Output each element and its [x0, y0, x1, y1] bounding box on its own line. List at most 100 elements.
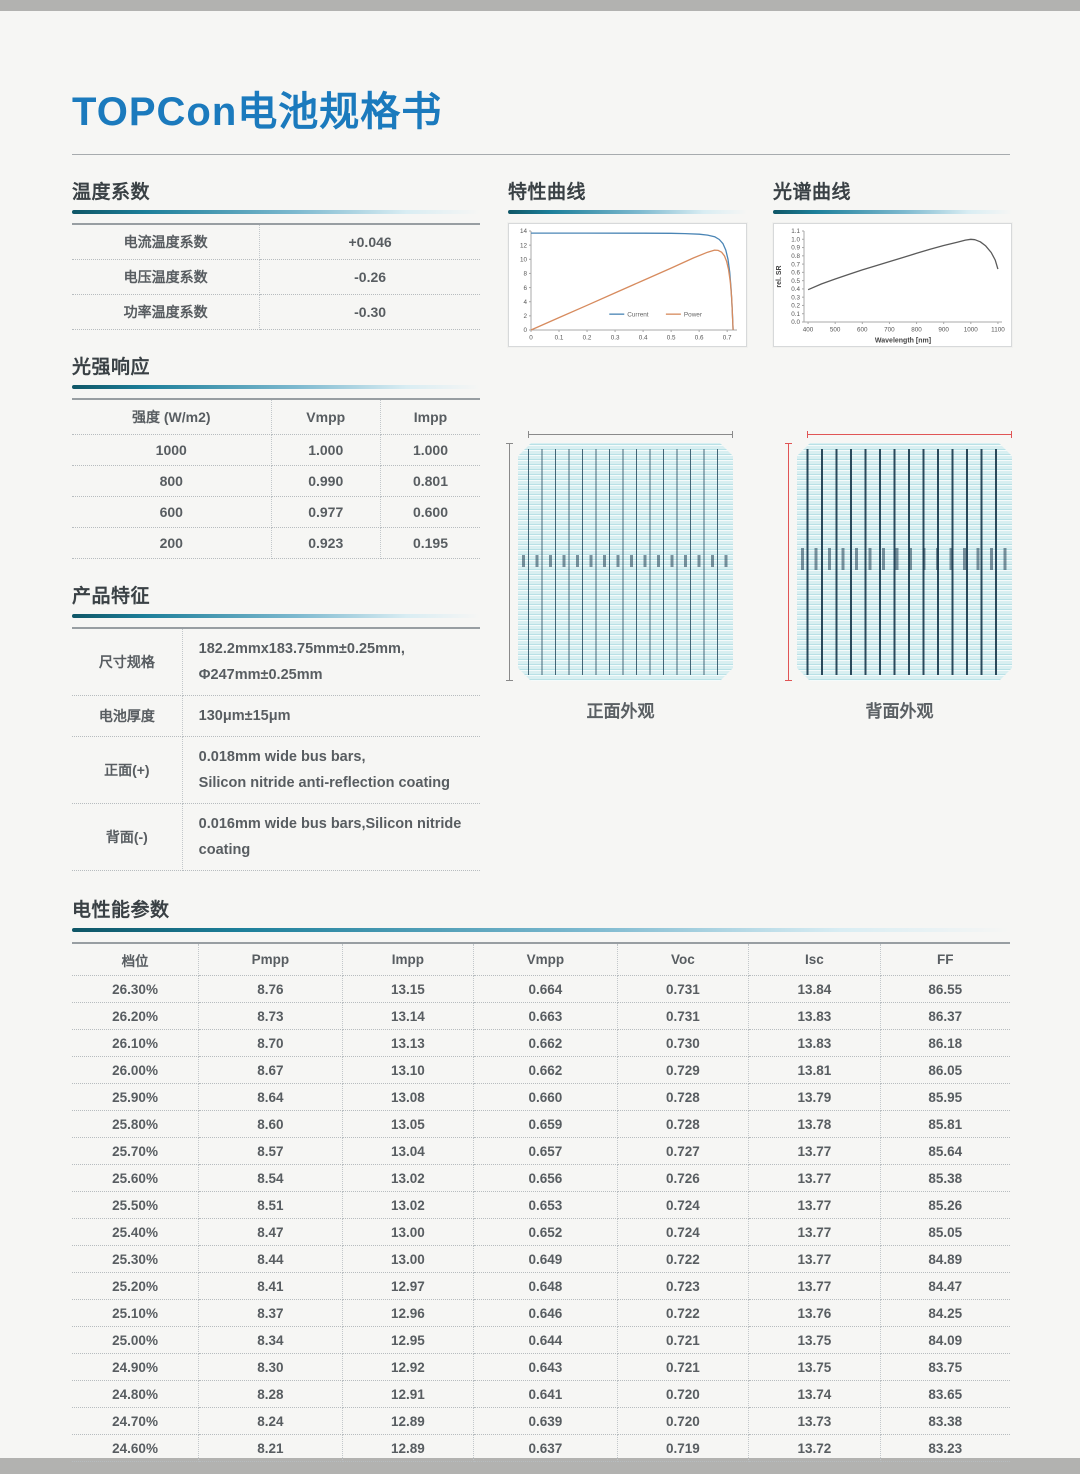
table-cell: 0.728 — [617, 1083, 750, 1111]
svg-text:0: 0 — [523, 327, 527, 334]
table-cell: 8.67 — [198, 1056, 343, 1084]
section-title-electrical: 电性能参数 — [72, 900, 170, 921]
back-cell-figure: 背面外观 — [785, 431, 1012, 722]
section-irradiance-response: 光强响应 强度 (W/m2) Vmpp Impp 1000 1.000 1.000 800… — [72, 352, 480, 559]
table-cell: 8.64 — [198, 1083, 343, 1111]
table-cell: 85.81 — [880, 1110, 1010, 1138]
svg-text:Wavelength [nm]: Wavelength [nm] — [875, 338, 931, 345]
dimension-line-left — [785, 443, 792, 681]
table-cell: 0.731 — [617, 1002, 750, 1030]
table-cell: 13.79 — [748, 1083, 881, 1111]
table-cell: 13.15 — [342, 975, 475, 1003]
pad-row — [801, 548, 1008, 570]
table-cell: 25.30% — [72, 1245, 200, 1273]
electrical-parameters-table: 档位 Pmpp Impp Vmpp Voc Isc FF 26.30% 8.76 13.15 0.… — [72, 942, 1010, 1462]
svg-text:8: 8 — [523, 271, 527, 278]
svg-text:0.3: 0.3 — [611, 335, 620, 342]
table-row: 1000 1.000 1.000 — [72, 434, 480, 466]
table-cell: 8.44 — [198, 1245, 343, 1273]
table-cell: 8.28 — [198, 1380, 343, 1408]
table-cell: 13.14 — [342, 1002, 475, 1030]
table-row: 25.10% 8.37 12.96 0.646 0.722 13.76 84.25 — [72, 1299, 1010, 1327]
table-cell: 85.05 — [880, 1218, 1010, 1246]
table-cell: 0.726 — [617, 1164, 750, 1192]
table-cell: 25.60% — [72, 1164, 200, 1192]
table-cell: 13.75 — [748, 1353, 881, 1381]
table-cell: 0.663 — [473, 1002, 618, 1030]
table-cell: 85.95 — [880, 1083, 1010, 1111]
irradiance-table: 强度 (W/m2) Vmpp Impp 1000 1.000 1.000 800 0.990… — [72, 398, 480, 559]
table-cell: 0.730 — [617, 1029, 750, 1057]
svg-text:0: 0 — [529, 335, 533, 342]
table-cell: 86.37 — [880, 1002, 1010, 1030]
table-row: 24.80% 8.28 12.91 0.641 0.720 13.74 83.65 — [72, 1380, 1010, 1408]
table-row: 600 0.977 0.600 — [72, 496, 480, 528]
table-cell: 25.40% — [72, 1218, 200, 1246]
svg-text:1000: 1000 — [964, 327, 979, 334]
table-cell: 0.195 — [380, 527, 480, 559]
table-cell: 24.90% — [72, 1353, 200, 1381]
table-cell: 0.723 — [617, 1272, 750, 1300]
table-cell: 0.656 — [473, 1164, 618, 1192]
front-cell-figure: 正面外观 — [506, 431, 733, 722]
table-row: 25.30% 8.44 13.00 0.649 0.722 13.77 84.89 — [72, 1245, 1010, 1273]
section-underline — [72, 928, 1010, 932]
table-cell: 0.639 — [473, 1407, 618, 1435]
table-cell: 0.016mm wide bus bars,Silicon nitride co… — [182, 803, 480, 871]
table-cell: 0.641 — [473, 1380, 618, 1408]
table-cell: 0.724 — [617, 1191, 750, 1219]
svg-text:0.1: 0.1 — [791, 311, 800, 318]
table-cell: 8.70 — [198, 1029, 343, 1057]
front-cell-drawing — [518, 443, 733, 681]
photo-edge-bottom — [0, 1458, 1080, 1474]
table-row: 25.20% 8.41 12.97 0.648 0.723 13.77 84.47 — [72, 1272, 1010, 1300]
column-header: Vmpp — [271, 399, 381, 435]
column-header: Pmpp — [198, 943, 343, 976]
table-cell: 13.02 — [342, 1191, 475, 1219]
table-row: 25.60% 8.54 13.02 0.656 0.726 13.77 85.38 — [72, 1164, 1010, 1192]
section-iv-curve: 特性曲线 0 2 4 6 8 10 12 14 0 0.1 0.2 0.3 0.4 0.5 0.6 0.7 Cu… — [508, 177, 747, 347]
table-cell: 83.65 — [880, 1380, 1010, 1408]
table-cell: 83.23 — [880, 1434, 1010, 1462]
table-cell: 8.30 — [198, 1353, 343, 1381]
section-title-irradiance: 光强响应 — [72, 357, 151, 378]
section-title-spectral: 光谱曲线 — [773, 182, 852, 203]
table-cell: 13.13 — [342, 1029, 475, 1057]
column-header: 档位 — [72, 943, 200, 976]
table-cell: 13.83 — [748, 1029, 881, 1057]
table-cell: 24.60% — [72, 1434, 200, 1462]
svg-text:2: 2 — [523, 313, 527, 320]
column-header: Isc — [748, 943, 881, 976]
table-cell: 12.91 — [342, 1380, 475, 1408]
table-cell: 130μm±15μm — [182, 695, 480, 737]
table-cell: 84.25 — [880, 1299, 1010, 1327]
table-cell: 600 — [72, 496, 272, 528]
table-cell: 25.70% — [72, 1137, 200, 1165]
table-row: 24.70% 8.24 12.89 0.639 0.720 13.73 83.38 — [72, 1407, 1010, 1435]
column-header: 强度 (W/m2) — [72, 399, 272, 435]
right-column: 特性曲线 0 2 4 6 8 10 12 14 0 0.1 0.2 0.3 0.4 0.5 0.6 0.7 Cu… — [506, 177, 1012, 871]
table-cell: 0.660 — [473, 1083, 618, 1111]
dimension-line-left — [506, 443, 513, 681]
table-cell: 8.60 — [198, 1110, 343, 1138]
table-row: 25.00% 8.34 12.95 0.644 0.721 13.75 84.09 — [72, 1326, 1010, 1354]
spectral-chart: 0.00.10.2 0.30.40.50.6 0.70.80.9 1.01.1 400 5… — [776, 228, 1005, 345]
table-cell: 200 — [72, 527, 272, 559]
table-cell: 背面(-) — [72, 803, 183, 871]
table-cell: 86.18 — [880, 1029, 1010, 1057]
svg-text:0.0: 0.0 — [791, 319, 800, 326]
iv-curve-chart: 0 2 4 6 8 10 12 14 0 0.1 0.2 0.3 0.4 0.5 0.6 0.7 Current… — [520, 228, 737, 342]
table-cell: 12.89 — [342, 1407, 475, 1435]
table-cell: 0.923 — [271, 527, 381, 559]
svg-text:0.7: 0.7 — [723, 335, 732, 342]
table-cell: 0.724 — [617, 1218, 750, 1246]
table-row: 800 0.990 0.801 — [72, 465, 480, 497]
table-cell: 1000 — [72, 434, 272, 466]
table-cell: 13.78 — [748, 1110, 881, 1138]
table-cell: 13.77 — [748, 1164, 881, 1192]
svg-text:1100: 1100 — [991, 327, 1005, 334]
title-divider — [72, 154, 1010, 155]
section-underline — [72, 614, 480, 618]
table-cell: 13.77 — [748, 1218, 881, 1246]
column-header: Vmpp — [473, 943, 618, 976]
